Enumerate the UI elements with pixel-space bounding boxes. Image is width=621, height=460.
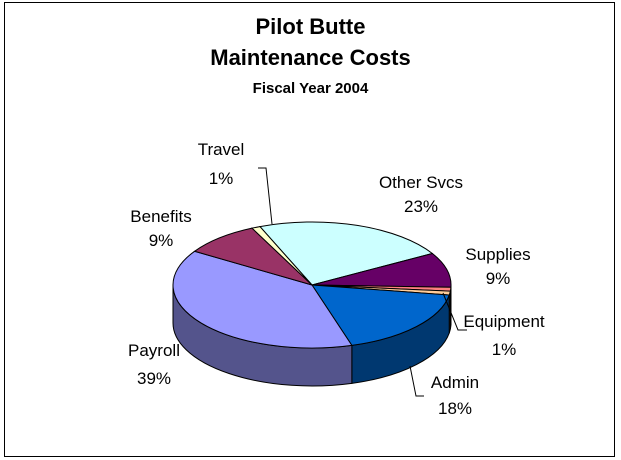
slice-label-benefits: Benefits [130, 207, 191, 226]
slice-label-travel: Travel [198, 140, 245, 159]
chart-frame [4, 2, 615, 457]
chart-subtitle: Maintenance Costs [210, 45, 411, 70]
slice-percent-other-svcs: 23% [404, 197, 438, 216]
slice-percent-travel: 1% [209, 169, 234, 188]
slice-label-equipment: Equipment [463, 312, 545, 331]
leader-line-travel [258, 167, 273, 225]
slice-label-payroll: Payroll [128, 341, 180, 360]
slice-percent-equipment: 1% [492, 340, 517, 359]
slice-percent-benefits: 9% [149, 231, 174, 250]
slice-label-other-svcs: Other Svcs [379, 173, 463, 192]
slice-percent-admin: 18% [438, 399, 472, 418]
slice-percent-payroll: 39% [137, 369, 171, 388]
leader-line-admin [409, 365, 424, 397]
chart-title: Pilot Butte [255, 14, 366, 39]
leader-line-equipment [442, 292, 467, 331]
slice-label-admin: Admin [431, 373, 479, 392]
slice-label-supplies: Supplies [465, 245, 530, 264]
pie-slice-travel [250, 226, 313, 286]
pie-slice-payroll [172, 250, 353, 349]
chart-caption: Fiscal Year 2004 [252, 80, 369, 97]
slice-percent-supplies: 9% [486, 269, 511, 288]
pie-slice-other-svcs [258, 221, 434, 286]
